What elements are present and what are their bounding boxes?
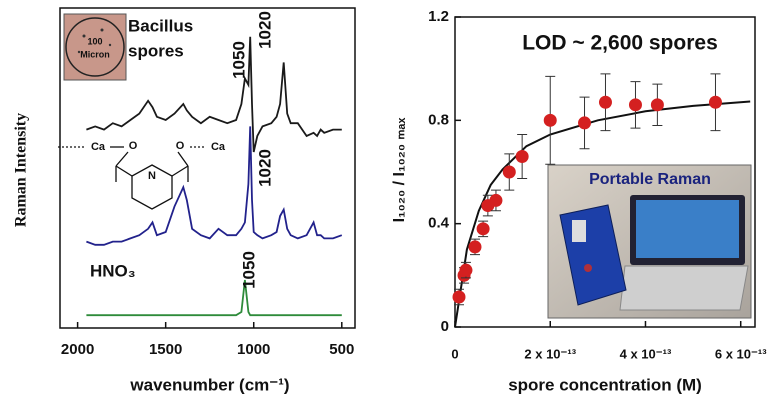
data-point xyxy=(502,165,516,179)
y-tick-label: 0.8 xyxy=(428,111,449,128)
photo-inset xyxy=(547,164,752,319)
x-tick-label: 4 x 10⁻¹³ xyxy=(620,346,672,361)
annotation: 1020 xyxy=(255,149,274,187)
data-point xyxy=(650,98,664,112)
y-tick-label: 1.2 xyxy=(428,8,449,25)
structure-label: N xyxy=(148,170,156,182)
annotation: spores xyxy=(128,41,184,60)
x-tick-label: 6 x 10⁻¹³ xyxy=(715,346,767,361)
x-tick-label: 1500 xyxy=(149,341,182,358)
x-axis-label: wavenumber (cm⁻¹) xyxy=(129,375,289,394)
inset-label: Portable Raman xyxy=(589,171,711,188)
y-axis-label: I₁₀₂₀ / I₁₀₂₀ ₘₐₓ xyxy=(391,117,408,222)
spectrum xyxy=(86,36,342,153)
annotation: 100 xyxy=(87,36,102,46)
annotation: 1050 xyxy=(229,41,248,79)
data-point xyxy=(452,290,466,304)
annotation: Micron xyxy=(80,49,110,59)
annotation: 1050 xyxy=(239,251,258,289)
data-point xyxy=(708,95,722,109)
x-tick-label: 500 xyxy=(329,341,354,358)
x-tick-label: 1000 xyxy=(237,341,270,358)
data-point xyxy=(476,222,490,236)
x-tick-label: 0 xyxy=(451,346,458,361)
annotation: Bacillus xyxy=(128,16,193,35)
structure-label: Ca xyxy=(211,141,226,153)
spectrum xyxy=(86,279,342,317)
x-axis-label: spore concentration (M) xyxy=(508,375,702,394)
spectrum xyxy=(86,126,343,246)
x-tick-label: 2 x 10⁻¹³ xyxy=(524,346,576,361)
data-point xyxy=(468,240,482,254)
data-point xyxy=(543,113,557,127)
data-point xyxy=(578,116,592,130)
left-frame xyxy=(59,7,356,329)
data-point xyxy=(489,193,503,207)
structure-label: Ca xyxy=(91,141,106,153)
dpa-structure xyxy=(58,146,206,210)
data-point xyxy=(598,95,612,109)
data-point xyxy=(628,98,642,112)
data-point xyxy=(515,150,529,163)
y-tick-label: 0.4 xyxy=(428,215,450,232)
right-frame xyxy=(454,16,756,328)
structure-label: O xyxy=(129,140,138,152)
y-tick-label: 0 xyxy=(441,318,449,335)
micrograph-inset xyxy=(63,13,127,81)
annotation: HNO₃ xyxy=(90,261,136,280)
y-axis-label: Raman Intensity xyxy=(13,113,30,227)
data-point xyxy=(459,263,473,277)
lod-annotation: LOD ~ 2,600 spores xyxy=(522,32,718,55)
annotation: 1020 xyxy=(255,11,274,49)
x-tick-label: 2000 xyxy=(61,341,94,358)
structure-label: O xyxy=(176,140,185,152)
